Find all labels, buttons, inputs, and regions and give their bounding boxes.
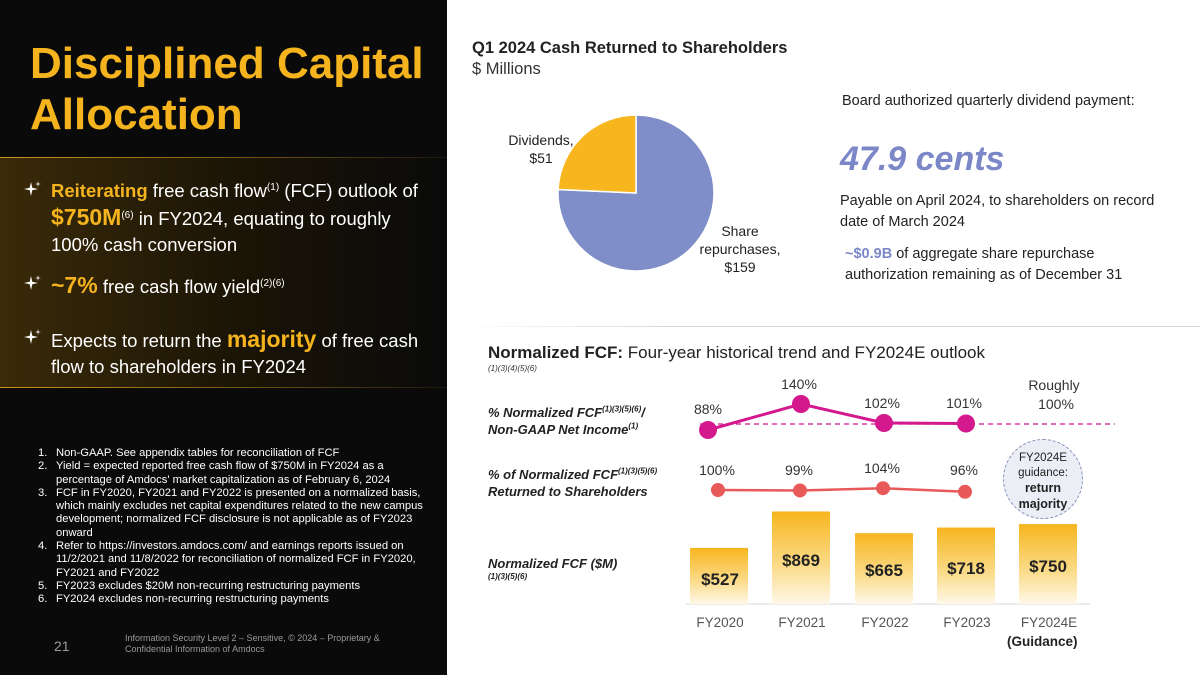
- ratio-point: [792, 395, 810, 413]
- repurchase-text: ~$0.9B of aggregate share repurchase aut…: [845, 246, 1123, 283]
- returned-point: [958, 484, 972, 499]
- row-label-fcf-returned: % of Normalized FCF(1)(3)(5)(6) Returned…: [488, 466, 658, 499]
- returned-point: [793, 483, 807, 498]
- returned-label: 99%: [785, 462, 813, 478]
- confidentiality-notice: Information Security Level 2 – Sensitive…: [125, 633, 380, 654]
- section-divider: [462, 326, 1200, 327]
- returned-line: [717, 486, 966, 494]
- pie-slice-label: Dividends, $51: [508, 132, 573, 166]
- bullet-return-majority: Expects to return the majority of free c…: [22, 326, 437, 380]
- guidance-callout: FY2024E guidance: return majority: [1003, 439, 1083, 519]
- category-label: FY2022: [861, 615, 908, 630]
- ratio-label: 140%: [781, 376, 817, 392]
- dividend-amount: 47.9 cents: [840, 140, 1005, 178]
- page-number: 21: [54, 638, 70, 654]
- category-label: FY2024E: [1021, 615, 1077, 630]
- ratio-label: 88%: [694, 401, 722, 417]
- sparkle-icon: [24, 181, 41, 196]
- fcf-title-footnote: (1)(3)(4)(5)(6): [488, 364, 537, 373]
- category-label: FY2020: [696, 615, 743, 630]
- left-panel: Disciplined Capital Allocation Reiterati…: [0, 0, 447, 675]
- footnote: 1. Non-GAAP. See appendix tables for reco…: [38, 447, 340, 459]
- ratio-label: Roughly 100%: [1028, 377, 1079, 412]
- returned-label: 104%: [864, 460, 900, 476]
- fcf-bar: [1019, 524, 1077, 604]
- pie-chart-title: Q1 2024 Cash Returned to Shareholders: [472, 39, 788, 57]
- bullet-fcf-outlook: Reiterating free cash flow(1) (FCF) outl…: [22, 178, 437, 258]
- footnote: 3. FCF in FY2020, FY2021 and FY2022 is pr…: [38, 486, 423, 539]
- returned-label: 100%: [699, 462, 735, 478]
- fcf-bar-label: $718: [947, 559, 985, 578]
- fcf-bar-label: $869: [782, 551, 820, 570]
- fcf-bar: [855, 533, 913, 604]
- guidance-note: (Guidance): [1007, 634, 1078, 649]
- board-authorization-text: Board authorized quarterly dividend paym…: [842, 93, 1135, 109]
- row-label-fcf-net-income: % Normalized FCF(1)(3)(5)(6)/ Non-GAAP N…: [488, 404, 645, 437]
- bullet-fcf-yield: ~7% free cash flow yield(2)(6): [22, 272, 437, 300]
- category-label: FY2021: [778, 615, 825, 630]
- returned-point: [711, 483, 725, 497]
- ratio-point: [699, 421, 717, 439]
- sparkle-icon: [24, 275, 41, 290]
- footnotes: 1. Non-GAAP. See appendix tables for reco…: [38, 447, 438, 607]
- pie-slice-label: Share repurchases, $159: [700, 223, 781, 275]
- footnote: 5. FY2023 excludes $20M non-recurring res…: [38, 579, 361, 592]
- slide-title: Disciplined Capital Allocation: [30, 39, 424, 139]
- fcf-bar: [690, 547, 748, 604]
- pie-slice: [557, 114, 637, 194]
- returned-point: [876, 481, 890, 496]
- sparkle-icon: [24, 329, 41, 344]
- ratio-label: 102%: [864, 395, 900, 411]
- fcf-bar: [772, 511, 830, 604]
- highlight-band: [0, 157, 447, 388]
- category-label: FY2023: [943, 615, 990, 630]
- footnote: 6. FY2024 excludes non-recurring restruct…: [38, 593, 329, 606]
- fcf-bar-label: $665: [865, 561, 903, 580]
- fcf-bar-label: $527: [701, 570, 739, 589]
- ratio-line: [707, 402, 967, 432]
- ratio-point: [875, 414, 893, 432]
- fcf-section-title: Normalized FCF: Four-year historical tre…: [488, 343, 985, 362]
- footnote: 4. Refer to https://investors.amdocs.com/…: [38, 540, 416, 579]
- row-label-normalized-fcf: Normalized FCF ($M) (1)(3)(5)(6): [488, 556, 618, 581]
- pie-chart-subtitle: $ Millions: [472, 60, 541, 78]
- ratio-point: [957, 414, 975, 433]
- pie-chart: Share repurchases, $159 Dividends, $51: [508, 114, 781, 275]
- fcf-bar-label: $750: [1029, 557, 1067, 576]
- payable-text: Payable on April 2024, to shareholders o…: [840, 193, 1155, 230]
- ratio-label: 101%: [946, 395, 982, 411]
- fcf-bar: [937, 527, 995, 604]
- footnote: 2. Yield = expected reported free cash fl…: [38, 460, 391, 486]
- returned-label: 96%: [950, 462, 978, 478]
